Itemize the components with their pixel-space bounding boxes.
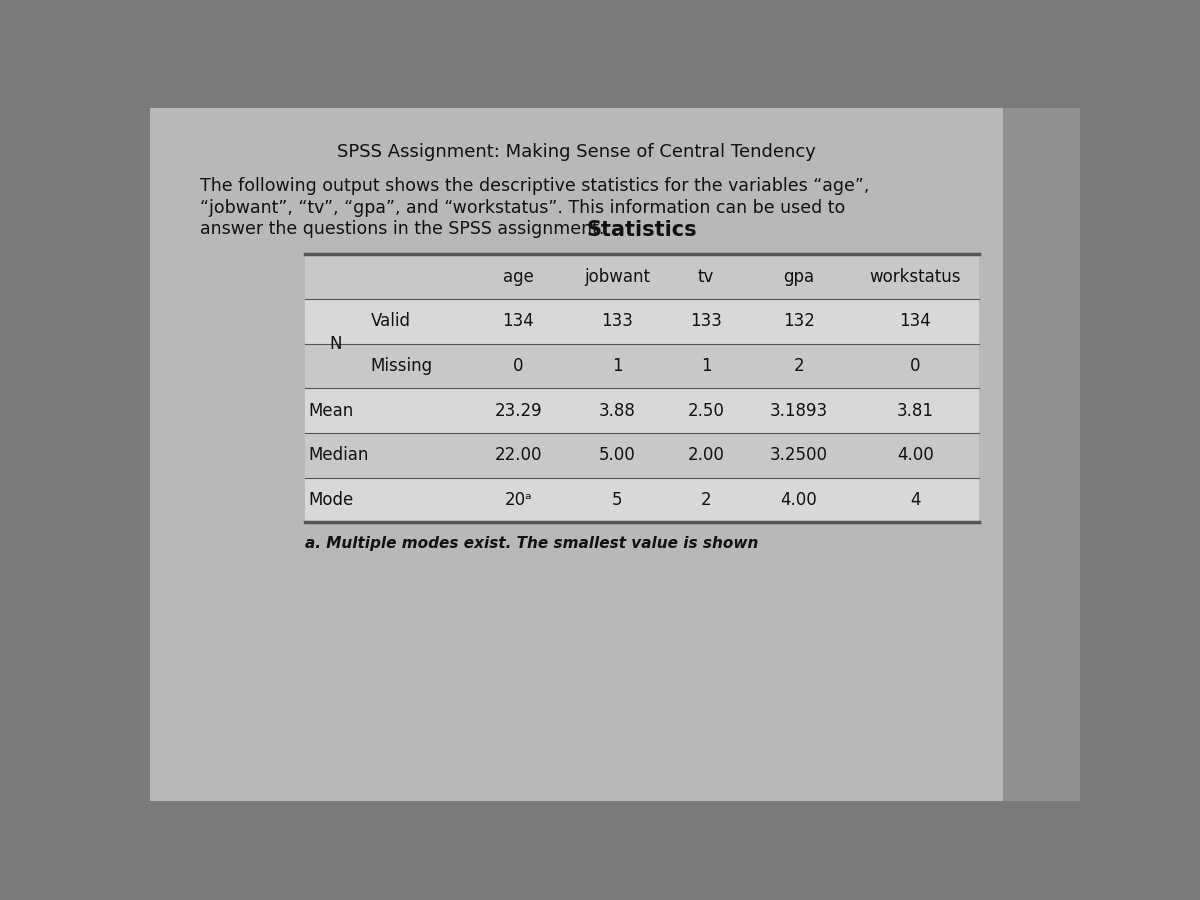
Text: 4: 4: [910, 491, 920, 508]
FancyBboxPatch shape: [305, 299, 979, 344]
Text: 3.1893: 3.1893: [770, 401, 828, 419]
Text: 133: 133: [690, 312, 722, 330]
Text: 3.81: 3.81: [896, 401, 934, 419]
Text: 2.50: 2.50: [688, 401, 725, 419]
FancyBboxPatch shape: [150, 108, 1002, 801]
Text: 5: 5: [612, 491, 622, 508]
Text: workstatus: workstatus: [870, 267, 961, 285]
Text: a. Multiple modes exist. The smallest value is shown: a. Multiple modes exist. The smallest va…: [305, 536, 758, 551]
Text: Median: Median: [308, 446, 370, 464]
Text: 0: 0: [910, 357, 920, 375]
Text: jobwant: jobwant: [584, 267, 650, 285]
Text: Mode: Mode: [308, 491, 354, 508]
Text: 4.00: 4.00: [781, 491, 817, 508]
Text: 23.29: 23.29: [494, 401, 542, 419]
Text: 132: 132: [784, 312, 815, 330]
Text: 4.00: 4.00: [896, 446, 934, 464]
Text: 134: 134: [503, 312, 534, 330]
Text: 3.2500: 3.2500: [770, 446, 828, 464]
Text: Statistics: Statistics: [587, 220, 697, 240]
Text: 2: 2: [793, 357, 804, 375]
FancyBboxPatch shape: [1002, 108, 1080, 801]
FancyBboxPatch shape: [305, 478, 979, 522]
Text: Missing: Missing: [371, 357, 433, 375]
Text: gpa: gpa: [784, 267, 815, 285]
Text: “jobwant”, “tv”, “gpa”, and “workstatus”. This information can be used to: “jobwant”, “tv”, “gpa”, and “workstatus”…: [200, 199, 846, 217]
Text: 2.00: 2.00: [688, 446, 725, 464]
Text: 20ᵃ: 20ᵃ: [504, 491, 532, 508]
Text: 22.00: 22.00: [494, 446, 542, 464]
Text: tv: tv: [698, 267, 714, 285]
Text: 3.88: 3.88: [599, 401, 635, 419]
Text: 5.00: 5.00: [599, 446, 635, 464]
FancyBboxPatch shape: [305, 388, 979, 433]
Text: Mean: Mean: [308, 401, 354, 419]
FancyBboxPatch shape: [305, 433, 979, 478]
Text: answer the questions in the SPSS assignment.: answer the questions in the SPSS assignm…: [200, 220, 605, 238]
Text: 2: 2: [701, 491, 712, 508]
Text: 134: 134: [900, 312, 931, 330]
Text: SPSS Assignment: Making Sense of Central Tendency: SPSS Assignment: Making Sense of Central…: [337, 142, 816, 160]
Text: 1: 1: [612, 357, 623, 375]
Text: Valid: Valid: [371, 312, 410, 330]
Text: 133: 133: [601, 312, 632, 330]
FancyBboxPatch shape: [305, 255, 979, 299]
Text: 1: 1: [701, 357, 712, 375]
FancyBboxPatch shape: [305, 255, 979, 522]
FancyBboxPatch shape: [305, 344, 979, 388]
Text: N: N: [330, 335, 342, 353]
Text: 0: 0: [512, 357, 523, 375]
Text: The following output shows the descriptive statistics for the variables “age”,: The following output shows the descripti…: [200, 177, 870, 195]
Text: age: age: [503, 267, 534, 285]
